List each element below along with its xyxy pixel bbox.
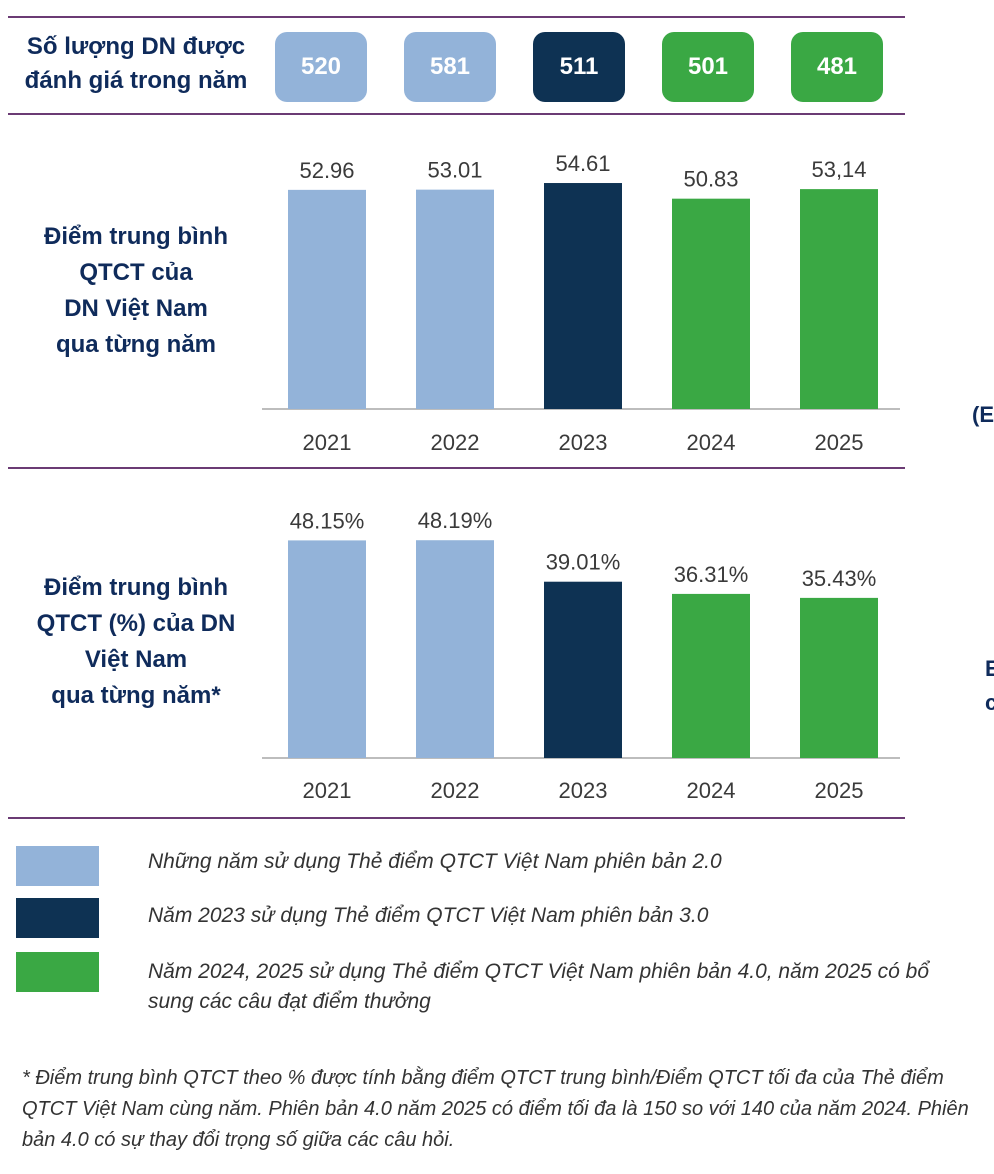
chart2-bar-2022 [416, 540, 494, 758]
count-pill-2021: 520 [275, 32, 367, 102]
chart2-bar-2024 [672, 593, 750, 758]
chart2-tick-2021: 2021 [303, 778, 352, 803]
chart1-bar-2022 [416, 189, 494, 409]
chart1-tick-2024: 2024 [687, 430, 736, 455]
chart2-bar-2021 [288, 540, 366, 758]
header-bottom-rule [8, 113, 905, 115]
legend-swatch-v3 [16, 898, 99, 938]
side-fragment-2: E [985, 656, 994, 681]
chart1-data-label-2023: 54.61 [555, 151, 610, 176]
chart1-bar-2023 [544, 183, 622, 409]
side-fragment-3: c [985, 690, 994, 715]
chart2-title-line1: Điểm trung bình [44, 574, 228, 601]
chart2-data-label-2025: 35.43% [802, 566, 877, 591]
chart1-bottom-rule [8, 467, 905, 469]
legend-text-v4: Năm 2024, 2025 sử dụng Thẻ điểm QTCT Việ… [148, 960, 930, 1013]
chart2-bottom-rule [8, 817, 905, 819]
chart2-tick-2025: 2025 [815, 778, 864, 803]
chart1-tick-2025: 2025 [815, 430, 864, 455]
chart2-tick-2023: 2023 [559, 778, 608, 803]
chart2-title-line3: Việt Nam [84, 646, 188, 673]
chart1-title-line3: DN Việt Nam [64, 295, 208, 322]
legend-swatch-v2 [16, 846, 99, 886]
chart2-bar-2023 [544, 581, 622, 758]
count-pill-2023: 511 [533, 32, 625, 102]
chart1-title-line1: Điểm trung bình [44, 223, 228, 250]
chart1-data-label-2022: 53.01 [427, 158, 482, 183]
chart2-data-label-2024: 36.31% [674, 562, 749, 587]
chart1-tick-2022: 2022 [431, 430, 480, 455]
chart1-data-label-2025: 53,14 [811, 157, 866, 182]
legend-swatch-v4 [16, 952, 99, 992]
chart1-bar-2025 [800, 189, 878, 409]
count-pill-2024: 501 [662, 32, 754, 102]
side-fragment-1: (E [972, 402, 994, 427]
count-row-label-line2: đánh giá trong năm [24, 67, 248, 94]
count-pill-2022: 581 [404, 32, 496, 102]
footnote: * Điểm trung bình QTCT theo % được tính … [22, 1067, 969, 1151]
chart2-title-line4: qua từng năm* [51, 682, 221, 709]
chart1-title-line2: QTCT của [79, 259, 193, 286]
count-row-label: Số lượng DN được đánh giá trong năm [10, 30, 262, 98]
chart2-tick-2022: 2022 [431, 778, 480, 803]
chart2-title-line2: QTCT (%) của DN [36, 610, 236, 637]
chart2-bar-2025 [800, 597, 878, 758]
chart1-bar-2024 [672, 198, 750, 409]
chart1-data-label-2024: 50.83 [683, 167, 738, 192]
count-row-label-line1: Số lượng DN được [26, 33, 246, 60]
chart1-data-label-2021: 52.96 [299, 158, 354, 183]
top-rule [8, 16, 905, 18]
chart1-title-line4: qua từng năm [55, 331, 217, 358]
legend-text-v3: Năm 2023 sử dụng Thẻ điểm QTCT Việt Nam … [148, 904, 709, 927]
chart1-tick-2021: 2021 [303, 430, 352, 455]
chart2-data-label-2023: 39.01% [546, 550, 621, 575]
legend-text-v2: Những năm sử dụng Thẻ điểm QTCT Việt Nam… [148, 850, 722, 873]
count-pill-2025: 481 [791, 32, 883, 102]
chart1-bar-2021 [288, 189, 366, 409]
bar-charts: 52.96 2021 53.01 2022 54.61 2023 50.83 2024 53,1… [262, 151, 900, 803]
chart2-data-label-2021: 48.15% [290, 508, 365, 533]
chart1-title: Điểm trung bình QTCT của DN Việt Nam qua… [10, 219, 262, 363]
chart2-data-label-2022: 48.19% [418, 508, 493, 533]
chart1-tick-2023: 2023 [559, 430, 608, 455]
chart2-tick-2024: 2024 [687, 778, 736, 803]
chart2-title: Điểm trung bình QTCT (%) của DN Việt Nam… [10, 570, 262, 714]
